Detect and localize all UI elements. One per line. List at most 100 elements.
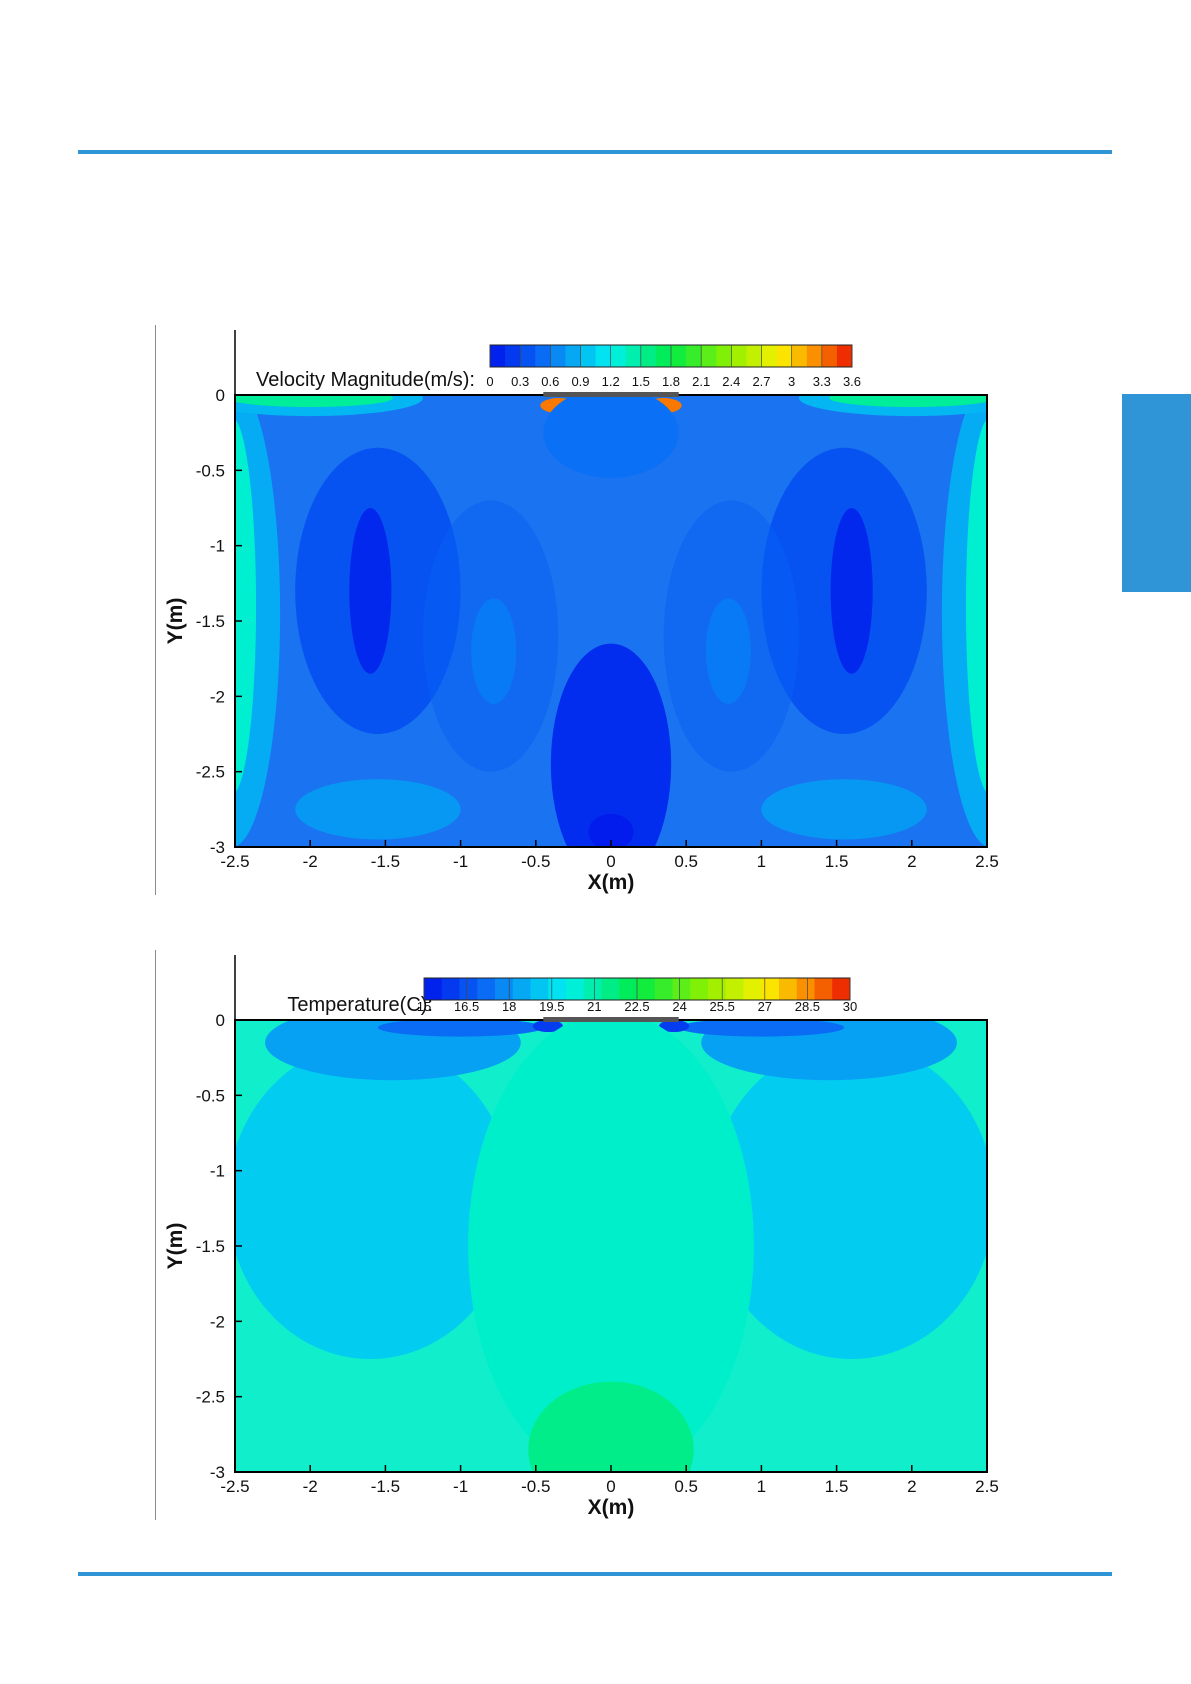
x-tick-label: 2 bbox=[907, 852, 916, 871]
x-tick-label: 1 bbox=[757, 852, 766, 871]
ceiling-cold-jet-core bbox=[678, 1020, 845, 1037]
x-tick-label: 0 bbox=[606, 1477, 615, 1496]
colorbar-segment bbox=[836, 345, 853, 367]
colorbar-tick-label: 2.4 bbox=[722, 374, 740, 389]
colorbar-tick-label: 21 bbox=[587, 999, 601, 1014]
x-tick-label: -2.5 bbox=[220, 1477, 249, 1496]
colorbar-segment bbox=[746, 345, 762, 367]
x-tick-label: 1.5 bbox=[825, 1477, 849, 1496]
axes: -2.5 -2 -1.5 -1 -0.5 0 0.5 1 1.5 2 2.50-0.5-1-1.5-… bbox=[196, 330, 999, 871]
velocity-figure: Velocity Magnitude(m/s): 0 0.3 0.6 0.9 1.2 1.… bbox=[140, 325, 1020, 895]
ceiling-cold-jet-core bbox=[377, 1020, 544, 1037]
y-tick-label: -1 bbox=[210, 1162, 225, 1181]
x-tick-label: 2.5 bbox=[975, 852, 999, 871]
side-wall-jet bbox=[235, 419, 257, 793]
y-axis-label: Y(m) bbox=[164, 1223, 187, 1270]
colorbar-tick-label: 1.5 bbox=[632, 374, 650, 389]
colorbar: Temperature(C): 15 16.5 18 19.5 21 22.5 24 25.5… bbox=[287, 977, 857, 1016]
y-tick-label: -3 bbox=[210, 1463, 225, 1482]
colorbar-tick-label: 19.5 bbox=[539, 999, 564, 1014]
x-tick-label: -1 bbox=[453, 852, 468, 871]
velocity-contour-chart: Velocity Magnitude(m/s): 0 0.3 0.6 0.9 1.2 1.… bbox=[164, 330, 999, 894]
colorbar-segment bbox=[655, 345, 672, 367]
axes: -2.5 -2 -1.5 -1 -0.5 0 0.5 1 1.5 2 2.50-0.5-1-1.5-… bbox=[196, 955, 999, 1496]
y-tick-label: -2 bbox=[210, 687, 225, 706]
temperature-figure: Temperature(C): 15 16.5 18 19.5 21 22.5 24 25.5… bbox=[140, 950, 1020, 1520]
y-tick-label: -0.5 bbox=[196, 461, 225, 480]
ceiling-cold-jet bbox=[265, 1020, 521, 1081]
floor-stagnation bbox=[588, 813, 634, 847]
central-top-region bbox=[543, 395, 679, 478]
colorbar-segment bbox=[424, 978, 443, 1000]
supply-slot bbox=[543, 1017, 679, 1022]
supply-outlet bbox=[659, 1020, 690, 1033]
colorbar-title: Velocity Magnitude(m/s): bbox=[256, 369, 475, 391]
contour-field bbox=[235, 395, 987, 847]
y-tick-label: 0 bbox=[216, 1011, 225, 1030]
temperature-contour-chart: Temperature(C): 15 16.5 18 19.5 21 22.5 24 25.5… bbox=[164, 955, 999, 1519]
vortex-core bbox=[349, 508, 392, 674]
colorbar-segment bbox=[731, 345, 747, 367]
y-tick-label: -1.5 bbox=[196, 612, 225, 631]
colorbar-tick-label: 1.2 bbox=[602, 374, 620, 389]
colorbar-segment bbox=[654, 978, 673, 1000]
header-rule bbox=[78, 150, 1112, 154]
y-tick-label: -2.5 bbox=[196, 1388, 225, 1407]
supply-slot bbox=[543, 392, 679, 397]
colorbar-tick-label: 0.3 bbox=[511, 374, 529, 389]
x-tick-label: -1.5 bbox=[371, 852, 400, 871]
side-region bbox=[235, 1042, 514, 1359]
colorbar-tick-label: 3.6 bbox=[843, 374, 861, 389]
colorbar-segment bbox=[814, 978, 833, 1000]
x-tick-label: 1 bbox=[757, 1477, 766, 1496]
ceiling-jet-core bbox=[829, 395, 987, 408]
x-tick-label: -2.5 bbox=[220, 852, 249, 871]
colorbar-segment bbox=[640, 345, 657, 367]
colorbar-segment bbox=[761, 978, 780, 1000]
colorbar-segment bbox=[779, 978, 798, 1000]
colorbar-segment bbox=[686, 345, 702, 367]
colorbar-segment bbox=[716, 345, 732, 367]
colorbar-segment bbox=[535, 345, 551, 367]
colorbar-segment bbox=[776, 345, 793, 367]
colorbar-tick-label: 1.8 bbox=[662, 374, 680, 389]
colorbar-segment bbox=[530, 978, 549, 1000]
colorbar-tick-label: 3.3 bbox=[813, 374, 831, 389]
colorbar-title: Temperature(C): bbox=[287, 994, 433, 1016]
y-tick-label: -1 bbox=[210, 537, 225, 556]
colorbar-segment bbox=[821, 345, 838, 367]
colorbar-segment bbox=[832, 978, 851, 1000]
side-region bbox=[708, 1042, 987, 1359]
vortex-core bbox=[830, 508, 873, 674]
colorbar-segment bbox=[690, 978, 709, 1000]
x-tick-label: 0.5 bbox=[674, 852, 698, 871]
y-tick-label: -2 bbox=[210, 1312, 225, 1331]
x-tick-label: -1 bbox=[453, 1477, 468, 1496]
x-tick-label: 0.5 bbox=[674, 1477, 698, 1496]
colorbar-tick-label: 25.5 bbox=[710, 999, 735, 1014]
colorbar-tick-label: 15 bbox=[417, 999, 431, 1014]
y-axis-label: Y(m) bbox=[164, 598, 187, 645]
floor-warm-region bbox=[528, 1381, 694, 1472]
colorbar-segment bbox=[761, 345, 778, 367]
colorbar-segment bbox=[671, 345, 687, 367]
colorbar-tick-label: 18 bbox=[502, 999, 516, 1014]
colorbar-segment bbox=[625, 345, 642, 367]
x-tick-label: -0.5 bbox=[521, 852, 550, 871]
y-tick-label: 0 bbox=[216, 386, 225, 405]
x-tick-label: 2.5 bbox=[975, 1477, 999, 1496]
vortex-side-lobe-core bbox=[471, 598, 517, 704]
colorbar-segment bbox=[459, 978, 478, 1000]
colorbar-tick-label: 0 bbox=[486, 374, 493, 389]
colorbar-segment bbox=[743, 978, 762, 1000]
colorbar-segment bbox=[505, 345, 521, 367]
side-wall-jet bbox=[965, 419, 987, 793]
vortex-side-lobe-core bbox=[705, 598, 751, 704]
colorbar-segment bbox=[791, 345, 808, 367]
colorbar-segment bbox=[610, 345, 627, 367]
contour-field bbox=[235, 1020, 987, 1472]
colorbar-tick-label: 2.7 bbox=[752, 374, 770, 389]
x-tick-label: 0 bbox=[606, 852, 615, 871]
colorbar-segment bbox=[583, 978, 602, 1000]
colorbar-segment bbox=[601, 978, 620, 1000]
